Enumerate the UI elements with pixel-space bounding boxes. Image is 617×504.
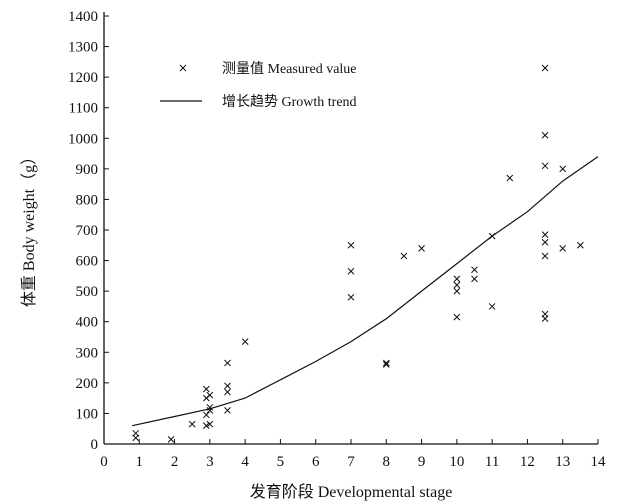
measured-point [559,244,567,252]
measured-points [132,64,584,443]
measured-point [202,385,210,393]
measured-point [506,174,514,182]
x-tick-label: 13 [555,454,570,470]
measured-point [132,429,140,437]
y-tick-label: 1100 [69,101,98,117]
y-tick-label: 500 [76,284,99,300]
measured-point [202,411,210,419]
measured-point [541,310,549,318]
y-tick-label: 100 [76,406,99,422]
measured-point [453,287,461,295]
y-tick-label: 1300 [68,40,98,56]
measured-point [224,407,231,414]
measured-point [224,388,231,396]
legend-label-measured: 测量值 Measured value [222,61,357,77]
x-tick-label: 12 [520,454,535,470]
measured-point [541,252,549,260]
measured-point [206,407,214,414]
y-tick-label: 0 [91,437,99,453]
y-tick-label: 700 [76,223,99,239]
measured-point [488,303,496,310]
y-tick-label: 1200 [68,70,98,86]
x-tick-label: 4 [241,454,249,470]
measured-point [418,244,425,252]
measured-point [382,361,390,368]
growth-trend-line [132,156,599,427]
y-tick-label: 300 [76,345,99,361]
y-tick-label: 1400 [68,9,98,25]
measured-point [541,64,549,72]
y-tick-label: 400 [76,315,99,331]
measured-point [347,293,355,301]
legend-x-glyph [179,64,187,72]
measured-point [559,165,567,173]
measured-point [206,420,214,428]
legend-marker-measured [179,64,187,72]
y-tick-label: 800 [76,192,99,208]
measured-point [224,382,231,390]
x-tick-label: 9 [418,454,426,470]
legend-label-trend: 增长趋势 Growth trend [222,94,357,110]
x-tick-label: 8 [383,454,391,470]
measured-point [488,232,496,240]
x-tick-label: 11 [485,454,499,470]
measured-point [541,238,549,246]
x-tick-label: 1 [136,454,144,470]
measured-point [206,391,214,399]
y-tick-label: 900 [76,162,99,178]
x-tick-label: 2 [171,454,179,470]
y-tick-label: 600 [76,254,99,270]
x-tick-label: 6 [312,454,320,470]
legend: 测量值 Measured value 增长趋势 Growth trend [160,61,357,110]
measured-point [400,252,408,260]
measured-point [224,359,231,367]
measured-point [471,275,478,283]
measured-point [188,420,196,428]
x-tick-label: 5 [277,454,285,470]
measured-point [347,267,355,275]
measured-point [206,403,214,411]
measured-point [541,231,549,238]
measured-point [577,241,584,249]
y-tick-label: 1000 [68,131,98,147]
measured-point [453,313,461,321]
x-axis-title: 发育阶段 Developmental stage [250,483,453,501]
measured-point [347,241,355,249]
y-ticks: 0 100 200 300 400 500 600 700 800 900 1000 1100 1200… [68,9,109,453]
x-ticks: 0 1 2 3 4 5 6 7 8 9 10 11 12 13 14 [100,439,606,470]
measured-point [541,131,549,139]
x-tick-label: 10 [449,454,464,470]
x-tick-label: 7 [347,454,355,470]
x-tick-label: 0 [100,454,108,470]
measured-point [241,338,249,345]
measured-point [471,266,478,274]
measured-point [541,162,549,170]
y-axis-title: 体重 Body weight（g） [20,149,38,307]
x-tick-label: 3 [206,454,214,470]
measured-point [382,359,390,367]
measured-point [167,436,175,443]
measured-point [453,275,461,283]
y-tick-label: 200 [76,376,99,392]
measured-point [202,422,210,430]
measured-point [453,281,461,289]
x-tick-label: 14 [591,454,607,470]
